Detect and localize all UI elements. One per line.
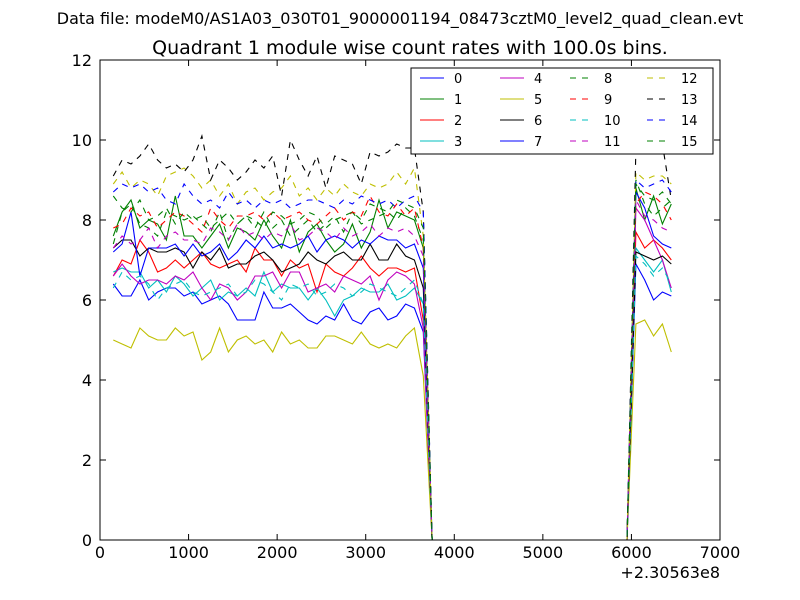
legend-label-11: 11 (604, 135, 621, 150)
legend-label-12: 12 (681, 72, 698, 87)
x-tick-label-0: 0 (95, 543, 105, 562)
legend-label-1: 1 (454, 93, 462, 108)
legend-label-15: 15 (681, 135, 698, 150)
x-axis-offset-label: +2.30563e8 (620, 563, 720, 582)
legend-label-6: 6 (534, 114, 542, 129)
legend-label-2: 2 (454, 114, 462, 129)
series-layer (112, 133, 672, 541)
y-tick-label-2: 4 (82, 371, 92, 390)
legend-label-3: 3 (454, 135, 462, 150)
y-tick-label-5: 10 (72, 131, 92, 150)
legend-label-5: 5 (534, 93, 542, 108)
y-tick-label-6: 12 (72, 51, 92, 70)
x-tick-label-6: 6000 (611, 543, 652, 562)
chart-title: Quadrant 1 module wise count rates with … (152, 37, 668, 59)
x-tick-label-5: 5000 (522, 543, 563, 562)
legend-frame (410, 67, 714, 155)
x-tick-label-7: 7000 (700, 543, 741, 562)
data-file-title: Data file: modeM0/AS1A03_030T01_90000011… (57, 9, 743, 29)
x-tick-label-2: 2000 (257, 543, 298, 562)
y-tick-label-0: 0 (82, 531, 92, 550)
y-tick-label-1: 2 (82, 451, 92, 470)
series-line-15 (112, 182, 672, 541)
legend-label-7: 7 (534, 135, 542, 150)
legend-label-4: 4 (534, 72, 542, 87)
series-line-8 (112, 179, 672, 541)
x-tick-label-3: 3000 (345, 543, 386, 562)
legend-label-8: 8 (604, 72, 612, 87)
y-tick-label-3: 6 (82, 291, 92, 310)
legend-label-0: 0 (454, 72, 462, 87)
legend-label-9: 9 (604, 93, 612, 108)
legend-label-14: 14 (681, 114, 698, 129)
x-tick-label-1: 1000 (168, 543, 209, 562)
x-tick-label-4: 4000 (434, 543, 475, 562)
legend-label-10: 10 (604, 114, 621, 129)
y-tick-label-4: 8 (82, 211, 92, 230)
series-line-13 (112, 133, 672, 541)
legend-label-13: 13 (681, 93, 698, 108)
